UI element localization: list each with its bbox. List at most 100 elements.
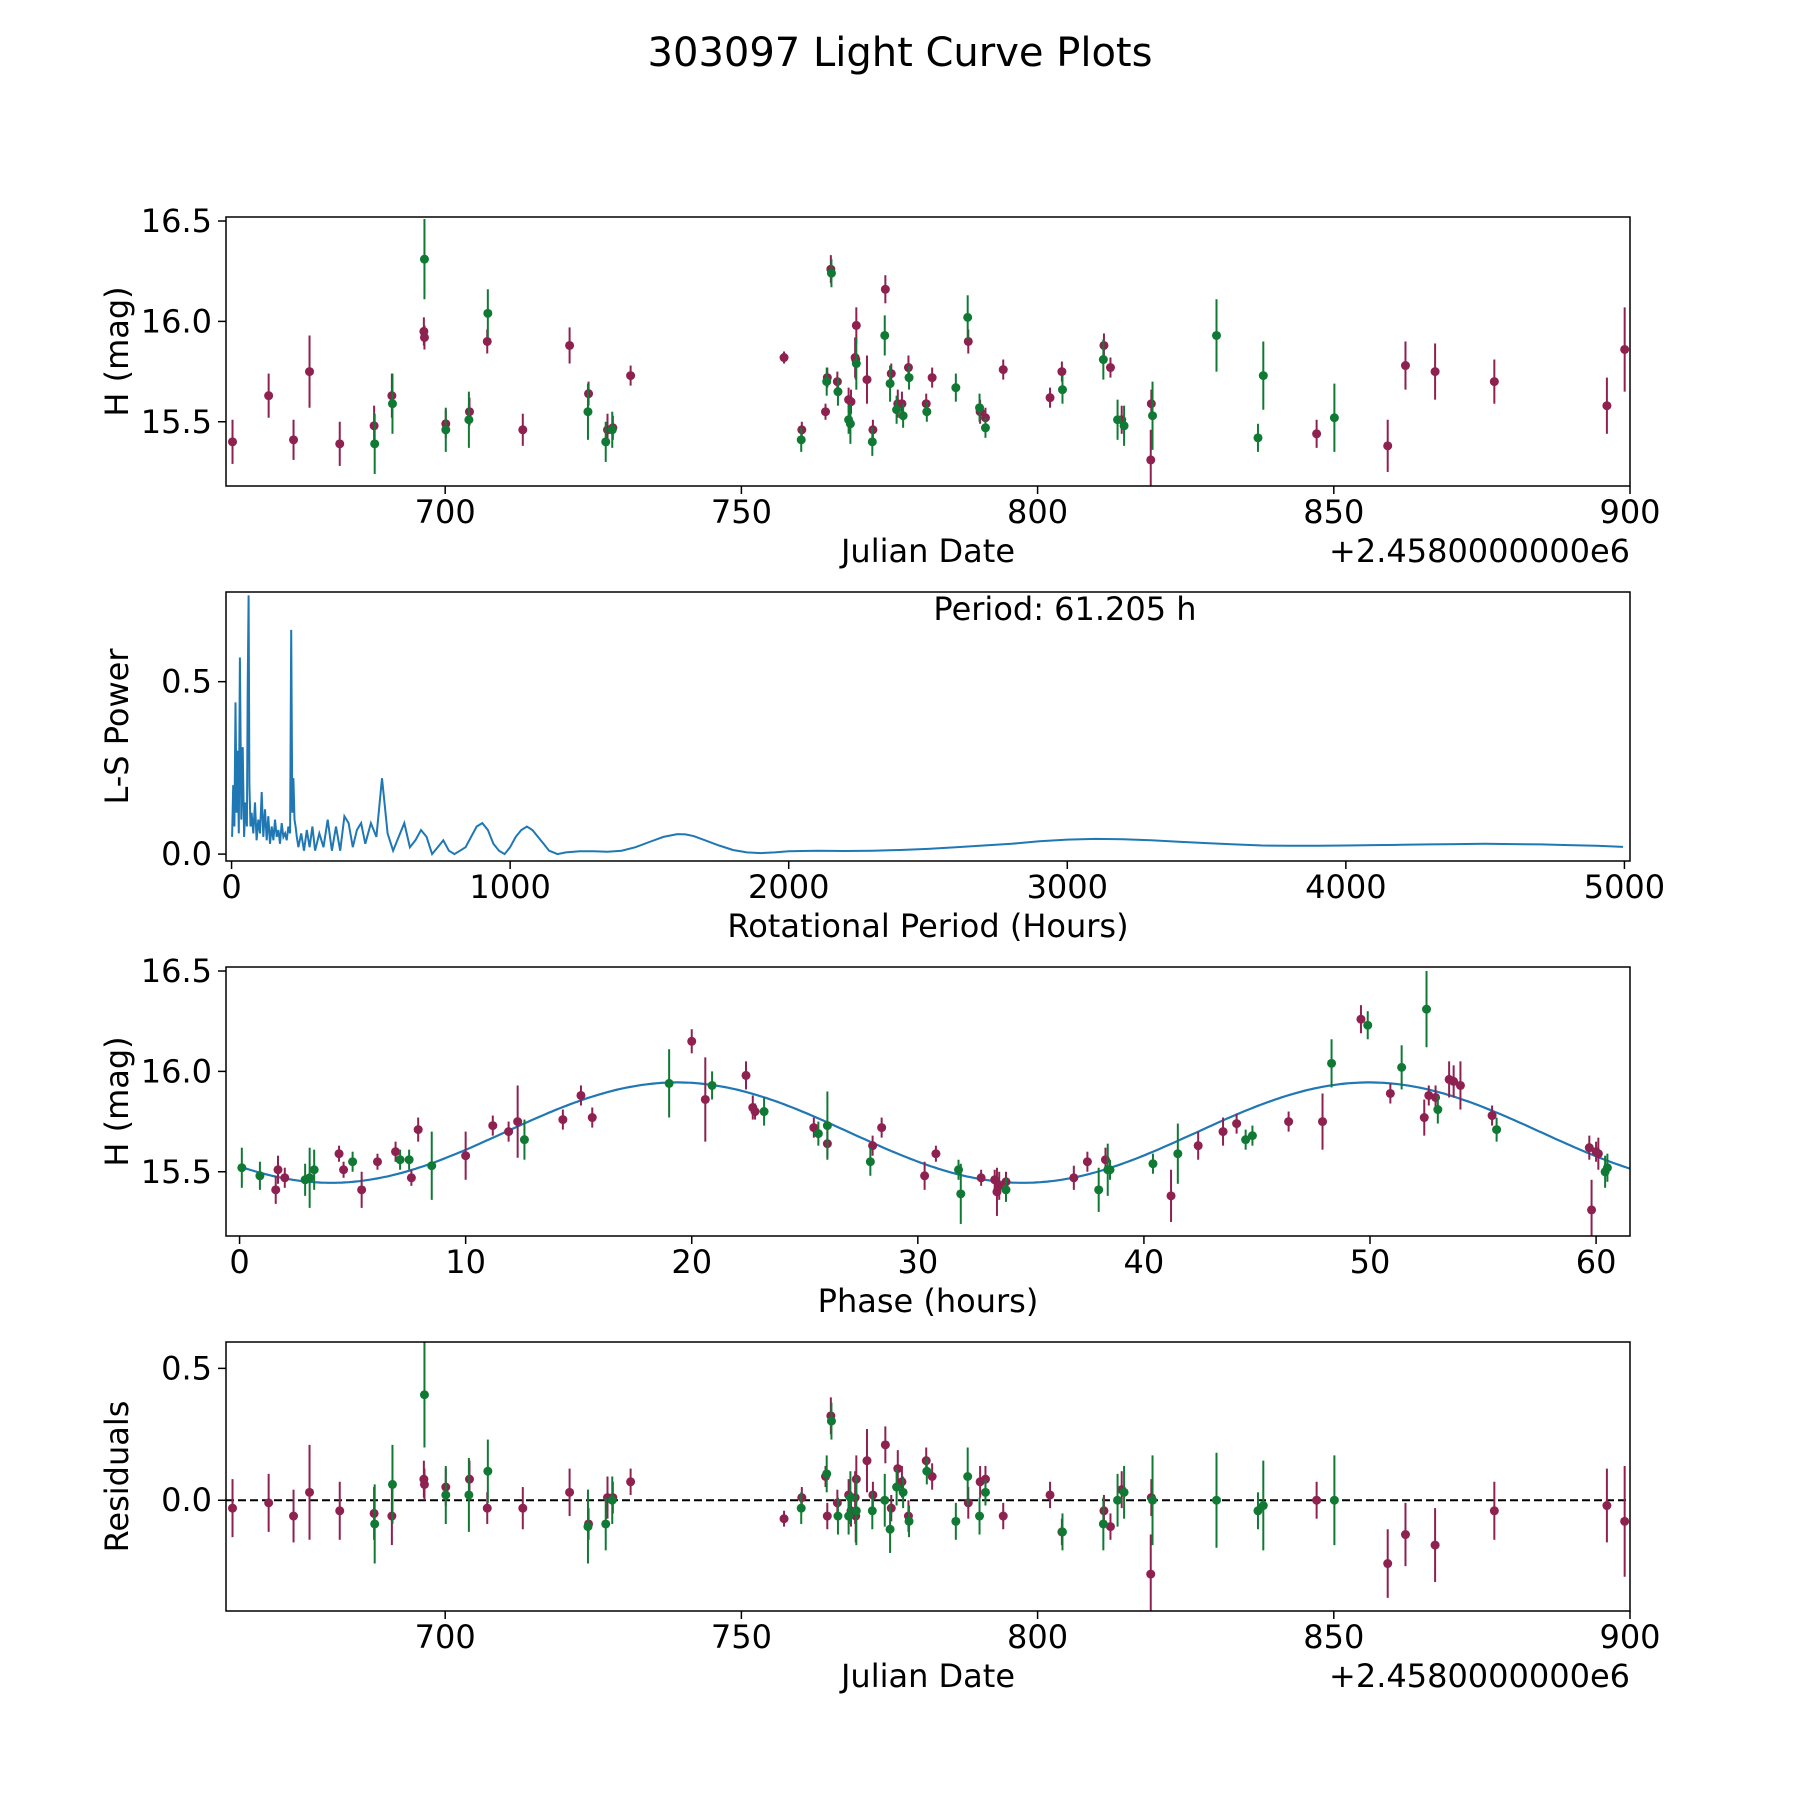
data-point <box>1057 1527 1067 1537</box>
data-point <box>289 435 299 445</box>
y-axis-label: H (mag) <box>98 1036 136 1166</box>
data-point <box>877 1123 887 1133</box>
x-tick-label: 2000 <box>748 868 829 906</box>
data-point <box>1397 1062 1407 1072</box>
data-point <box>1312 1495 1322 1505</box>
x-tick-label: 5000 <box>1584 868 1665 906</box>
data-point <box>822 1121 832 1131</box>
data-point <box>845 1493 855 1503</box>
data-point <box>1602 401 1612 411</box>
data-point <box>1489 377 1499 387</box>
data-point <box>587 1113 597 1123</box>
data-point <box>565 340 575 350</box>
data-point <box>305 1487 315 1497</box>
data-point <box>305 367 315 377</box>
data-point <box>687 1036 697 1046</box>
data-point <box>395 1155 405 1165</box>
y-tick-label: 15.5 <box>141 1153 212 1191</box>
data-point <box>271 1185 281 1195</box>
data-point <box>419 1479 429 1489</box>
y-tick-label: 0.5 <box>161 663 212 701</box>
y-tick-label: 0.0 <box>161 835 212 873</box>
data-point <box>975 403 985 413</box>
data-point <box>700 1094 710 1104</box>
data-point <box>886 1503 896 1513</box>
data-point <box>880 284 890 294</box>
data-point <box>1312 429 1322 439</box>
data-point <box>1146 399 1156 409</box>
data-point <box>821 407 831 417</box>
data-point <box>1356 1014 1366 1024</box>
data-point <box>1094 1185 1104 1195</box>
data-point <box>976 1173 986 1183</box>
data-point <box>826 268 836 278</box>
data-point <box>334 1149 344 1159</box>
y-axis-label: H (mag) <box>98 286 136 416</box>
data-point <box>1383 441 1393 451</box>
plot-data <box>228 219 1630 486</box>
figure-title: 303097 Light Curve Plots <box>648 30 1153 76</box>
data-point <box>1069 1173 1079 1183</box>
period-annotation: Period: 61.205 h <box>933 590 1196 628</box>
data-point <box>796 435 806 445</box>
data-point <box>1258 371 1268 381</box>
data-point <box>1385 1088 1395 1098</box>
data-point <box>237 1163 247 1173</box>
data-point <box>833 387 843 397</box>
data-point <box>482 336 492 346</box>
x-tick-label: 30 <box>897 1243 938 1281</box>
x-offset-text: +2.4580000000e6 <box>1329 532 1630 570</box>
data-point <box>1241 1135 1251 1145</box>
x-tick-label: 700 <box>415 493 476 531</box>
x-tick-label: 850 <box>1303 493 1364 531</box>
data-point <box>339 1165 349 1175</box>
data-point <box>419 1390 429 1400</box>
data-point <box>1113 415 1123 425</box>
data-point <box>513 1117 523 1127</box>
y-tick-label: 16.0 <box>141 302 212 340</box>
data-point <box>1400 361 1410 371</box>
data-point <box>880 1440 890 1450</box>
data-point <box>387 1479 397 1489</box>
data-point <box>822 1511 832 1521</box>
data-point <box>1602 1501 1612 1511</box>
data-point <box>920 1171 930 1181</box>
data-point <box>372 1157 382 1167</box>
data-point <box>1057 367 1067 377</box>
data-point <box>779 1514 789 1524</box>
plot-data <box>237 971 1630 1236</box>
data-point <box>1363 1020 1373 1030</box>
data-point <box>851 1506 861 1516</box>
data-point <box>1602 1163 1612 1173</box>
data-point <box>464 1490 474 1500</box>
series-2 <box>237 971 1612 1224</box>
data-point <box>370 439 380 449</box>
data-point <box>1247 1131 1257 1141</box>
axes-frame <box>225 216 1631 487</box>
x-tick-label: 900 <box>1599 1618 1660 1656</box>
data-point <box>1424 1090 1434 1100</box>
data-point <box>289 1511 299 1521</box>
data-point <box>707 1080 717 1090</box>
plot-data <box>231 595 1624 857</box>
data-point <box>813 1129 823 1139</box>
y-tick-label: 16.5 <box>141 952 212 990</box>
data-point <box>482 1503 492 1513</box>
data-point <box>427 1161 437 1171</box>
data-point <box>822 1469 832 1479</box>
data-point <box>931 1149 941 1159</box>
data-point <box>1584 1143 1594 1153</box>
data-point <box>951 1516 961 1526</box>
data-point <box>956 1189 966 1199</box>
x-tick-label: 50 <box>1350 1243 1391 1281</box>
data-point <box>1113 1495 1123 1505</box>
data-point <box>565 1487 575 1497</box>
data-point <box>963 312 973 322</box>
data-point <box>419 332 429 342</box>
data-point <box>1045 393 1055 403</box>
data-point <box>867 1506 877 1516</box>
data-point <box>904 1516 914 1526</box>
data-point <box>886 369 896 379</box>
data-point <box>335 439 345 449</box>
y-tick-label: 16.5 <box>141 202 212 240</box>
